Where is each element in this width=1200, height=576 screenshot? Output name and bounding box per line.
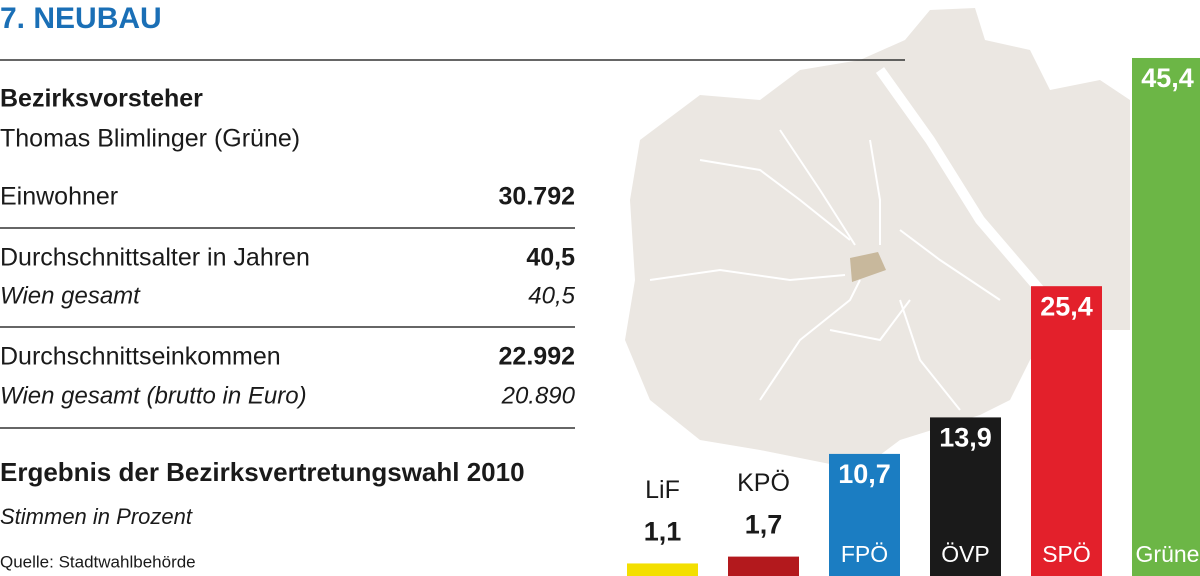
category-label: LiF	[645, 476, 680, 504]
category-label: SPÖ	[1042, 541, 1091, 567]
bar	[930, 417, 1001, 576]
stat-label: Durchschnittsalter in Jahren	[0, 244, 310, 272]
mayor-name: Thomas Blimlinger (Grüne)	[0, 125, 300, 153]
stat-label: Einwohner	[0, 183, 118, 211]
page-title: 7. NEUBAU	[0, 2, 162, 35]
stat-value: 40,5	[526, 244, 575, 272]
bar	[627, 563, 698, 576]
category-label: KPÖ	[737, 469, 790, 497]
category-label: FPÖ	[841, 541, 888, 567]
stat-value: 30.792	[499, 183, 575, 211]
vienna-map	[625, 8, 1130, 470]
chart-subtitle: Stimmen in Prozent	[0, 504, 193, 529]
stat-label: Durchschnittseinkommen	[0, 343, 281, 371]
stat-sub-value: 20.890	[501, 382, 576, 409]
value-label: 25,4	[1040, 291, 1093, 321]
category-label: Grüne	[1136, 541, 1200, 567]
bar	[829, 453, 900, 576]
value-label: 1,1	[644, 517, 682, 547]
value-label: 13,9	[939, 423, 992, 453]
mayor-label: Bezirksvorsteher	[0, 85, 203, 113]
bar	[1132, 57, 1200, 576]
chart-title: Ergebnis der Bezirksvertretungswahl 2010	[0, 457, 525, 487]
source: Quelle: Stadtwahlbehörde	[0, 552, 196, 571]
value-label: 1,7	[745, 510, 783, 540]
bar	[728, 556, 799, 576]
bar	[1031, 286, 1102, 576]
district-borders	[649, 129, 1001, 411]
stat-sub-label: Wien gesamt (brutto in Euro)	[0, 382, 307, 409]
category-label: ÖVP	[941, 541, 990, 567]
stat-sub-label: Wien gesamt	[0, 282, 141, 309]
stat-value: 22.992	[499, 343, 575, 371]
value-label: 45,4	[1141, 63, 1194, 93]
stat-sub-value: 40,5	[528, 282, 575, 309]
neubau-district	[850, 252, 886, 282]
value-label: 10,7	[838, 459, 891, 489]
